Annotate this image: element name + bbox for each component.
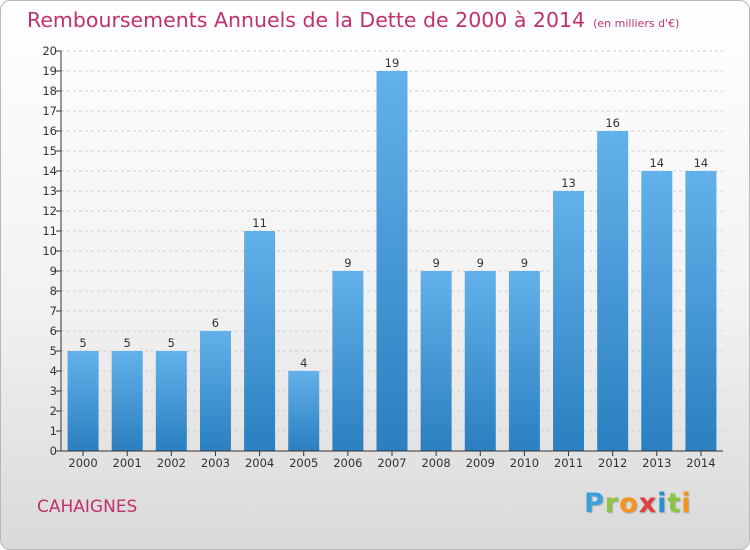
x-tick-label: 2003 [201,456,230,470]
chart-title-text: Remboursements Annuels de la Dette de 20… [27,8,586,32]
chart-title: Remboursements Annuels de la Dette de 20… [27,8,679,32]
y-tick-label: 10 [42,244,57,258]
y-tick-label: 3 [50,384,57,398]
y-tick-label: 11 [42,224,57,238]
commune-name: CAHAIGNES [37,497,138,517]
y-tick-label: 4 [50,364,57,378]
y-tick-label: 1 [50,424,57,438]
bar [288,371,320,451]
y-tick-label: 6 [50,324,57,338]
bar [244,231,276,451]
bar [597,131,629,451]
bar [111,351,143,451]
data-label: 6 [212,316,219,330]
data-label: 9 [344,256,351,270]
x-tick-label: 2007 [377,456,406,470]
data-label: 13 [561,176,576,190]
data-label: 5 [124,336,131,350]
x-tick-label: 2012 [598,456,627,470]
x-tick-label: 2009 [466,456,495,470]
x-tick-labels: 2000 2001 2002 2003 2004 2005 2006 2007 2008 2009… [68,456,715,470]
y-tick-label: 13 [42,184,57,198]
y-tick-label: 20 [42,44,57,58]
y-tick-label: 14 [42,164,57,178]
data-label: 9 [477,256,484,270]
y-tick-label: 7 [50,304,57,318]
data-label: 14 [649,156,664,170]
x-tick-label: 2000 [68,456,97,470]
x-tick-label: 2004 [245,456,274,470]
bar [464,271,496,451]
data-label: 11 [252,216,267,230]
y-tick-label: 5 [50,344,57,358]
data-label: 9 [521,256,528,270]
x-tick-label: 2014 [686,456,715,470]
bar [553,191,585,451]
data-label: 14 [694,156,709,170]
x-tick-label: 2002 [157,456,186,470]
x-tick-label: 2005 [289,456,318,470]
axes [56,50,723,456]
data-labels: 5 5 5 6 11 4 9 19 9 9 9 13 16 14 14 [79,56,708,370]
bars [67,71,717,451]
y-tick-label: 12 [42,204,57,218]
x-tick-label: 2001 [113,456,142,470]
y-tick-label: 15 [42,144,57,158]
x-tick-label: 2010 [510,456,539,470]
bar [199,331,231,451]
bar [332,271,364,451]
bar [641,171,673,451]
bar [420,271,452,451]
x-tick-label: 2011 [554,456,583,470]
bar [508,271,540,451]
y-tick-label: 17 [42,104,57,118]
y-tick-label: 2 [50,404,57,418]
y-tick-label: 19 [42,64,57,78]
proxiti-logo: Proxiti [584,488,692,519]
x-tick-label: 2008 [421,456,450,470]
y-tick-label: 18 [42,84,57,98]
data-label: 19 [385,56,400,70]
bar [67,351,99,451]
y-tick-label: 0 [50,444,57,458]
chart-unit-label: (en milliers d'€) [593,17,680,30]
data-label: 16 [605,116,620,130]
x-tick-label: 2006 [333,456,362,470]
data-label: 5 [168,336,175,350]
x-tick-label: 2013 [642,456,671,470]
data-label: 4 [300,356,307,370]
bar [685,171,717,451]
bar [155,351,187,451]
data-label: 9 [432,256,439,270]
y-tick-label: 9 [50,264,57,278]
data-label: 5 [79,336,86,350]
y-tick-label: 16 [42,124,57,138]
bar [376,71,408,451]
y-tick-label: 8 [50,284,57,298]
